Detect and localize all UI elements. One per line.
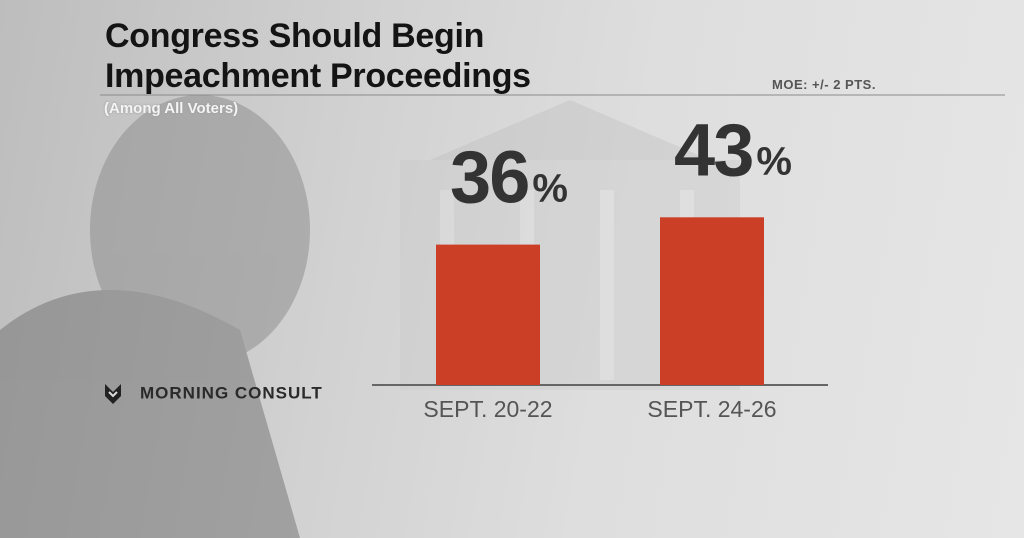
bar xyxy=(436,244,540,385)
bar xyxy=(660,217,764,385)
annotation: MOE: +/- 2 PTS. xyxy=(772,77,876,92)
figure-silhouette xyxy=(0,95,310,538)
value-label: 36% xyxy=(450,135,567,218)
value-label: 43% xyxy=(674,108,791,191)
chart-title: Congress Should Begin Impeachment Procee… xyxy=(105,17,531,95)
chart-subtitle: (Among All Voters) xyxy=(104,100,239,117)
x-tick-label: SEPT. 24-26 xyxy=(647,396,776,422)
logo xyxy=(105,384,121,404)
source: MORNING CONSULT xyxy=(140,383,323,402)
x-tick-label: SEPT. 20-22 xyxy=(423,396,552,422)
